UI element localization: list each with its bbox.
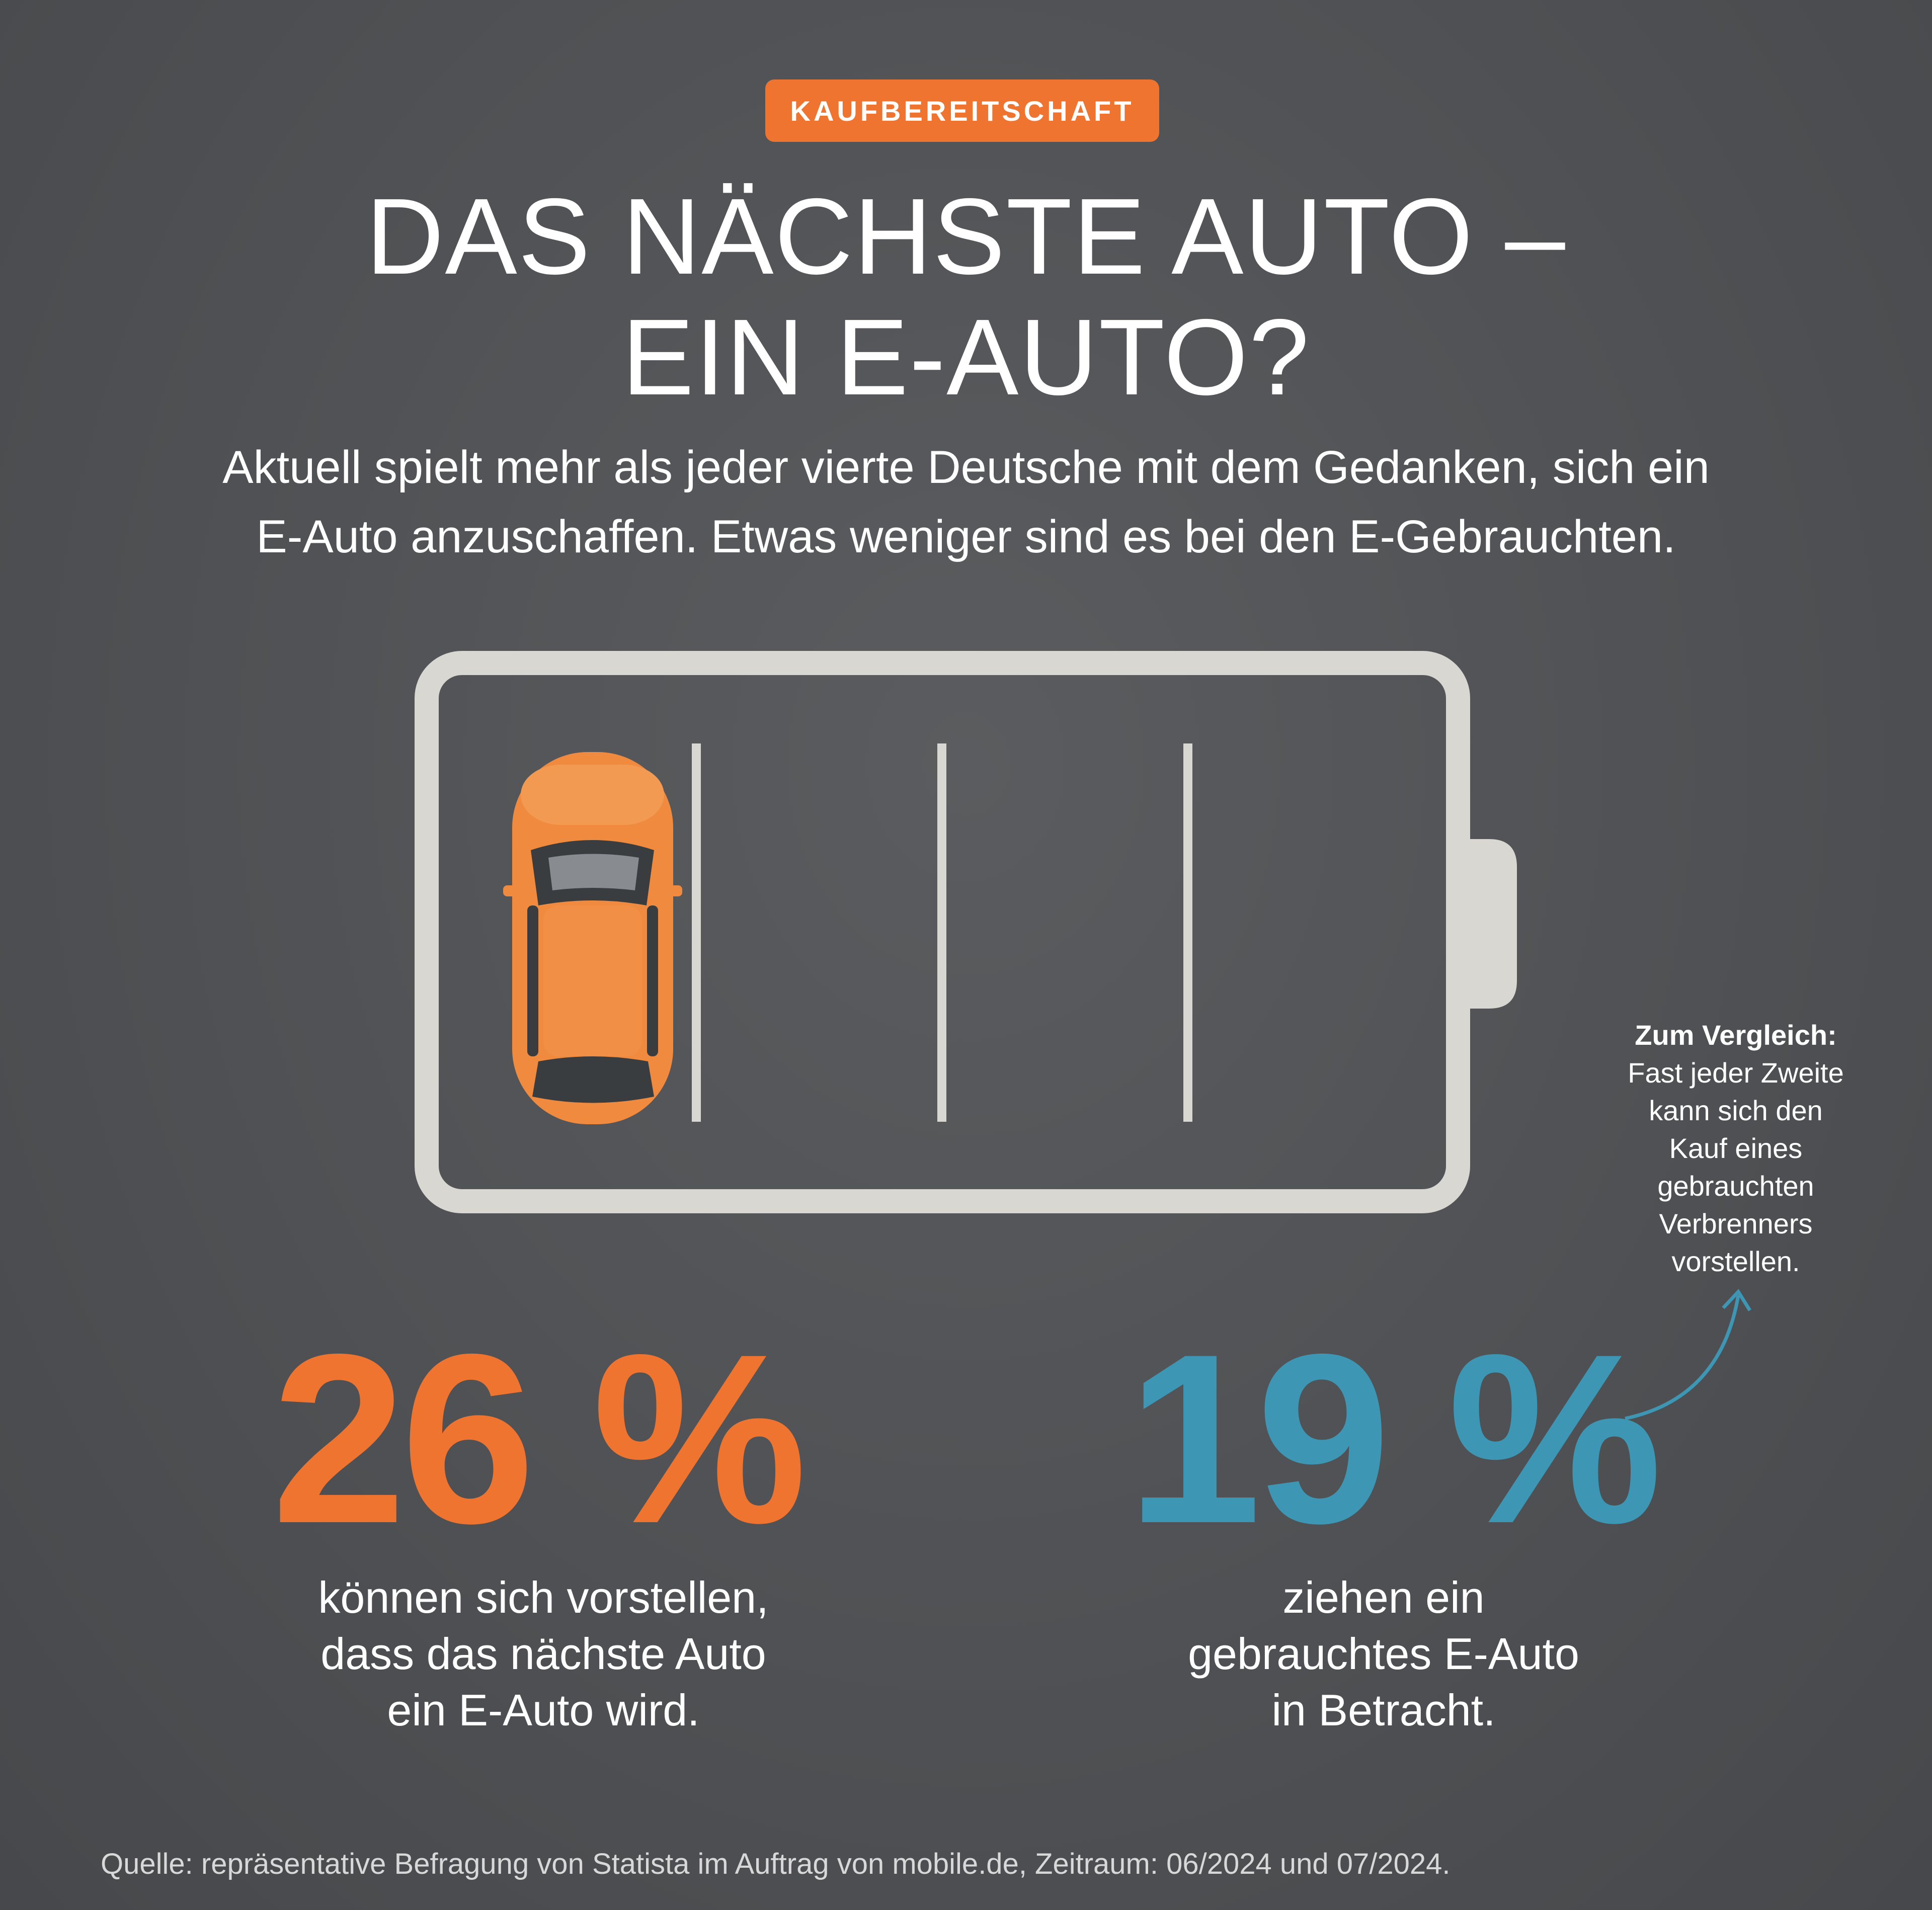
stat-description-line: gebrauchtes E-Auto <box>1188 1629 1579 1679</box>
stat-description-line: dass das nächste Auto <box>320 1629 766 1679</box>
stat-description-line: ein E-Auto wird. <box>387 1685 700 1735</box>
headline-line-1: DAS NÄCHSTE AUTO – <box>366 176 1566 297</box>
stat-description-used-ev: ziehen ein gebrauchtes E-Auto in Betrach… <box>1057 1569 1711 1738</box>
source-footnote: Quelle: repräsentative Befragung von Sta… <box>101 1848 1451 1880</box>
stat-description-line: in Betracht. <box>1271 1685 1496 1735</box>
intro-text-line-2: E-Auto anzuschaffen. Etwas weniger sind … <box>256 511 1676 562</box>
battery-terminal <box>1458 839 1517 1009</box>
stat-value-used-ev: 19 % <box>1127 1303 1662 1573</box>
comparison-note-line: Fast jeder Zweite <box>1628 1057 1844 1089</box>
stat-description-line: können sich vorstellen, <box>318 1572 769 1622</box>
note-arrowhead <box>1722 1289 1751 1311</box>
comparison-note-line: Kauf eines <box>1669 1132 1803 1164</box>
headline-line-2: EIN E-AUTO? <box>621 296 1311 418</box>
category-badge: KAUFBEREITSCHAFT <box>765 79 1159 142</box>
parking-line-3 <box>1183 743 1192 1122</box>
parking-line-2 <box>937 743 946 1122</box>
comparison-note-line: Verbrenners <box>1659 1208 1813 1239</box>
car-top-view <box>503 752 682 1124</box>
intro-text-line-1: Aktuell spielt mehr als jeder vierte Deu… <box>222 442 1710 493</box>
comparison-note-line: gebrauchten <box>1657 1170 1814 1202</box>
parking-line-1 <box>692 743 701 1122</box>
stat-description-new-ev: können sich vorstellen, dass das nächste… <box>216 1569 870 1738</box>
note-arrow <box>1625 1295 1740 1421</box>
comparison-note-line: vorstellen. <box>1671 1245 1800 1277</box>
comparison-note-line: kann sich den <box>1649 1095 1823 1126</box>
comparison-note-heading: Zum Vergleich: <box>1635 1019 1837 1051</box>
comparison-note: Zum Vergleich: Fast jeder Zweite kann si… <box>1580 1016 1892 1280</box>
stat-description-line: ziehen ein <box>1282 1572 1485 1622</box>
stat-value-new-ev: 26 % <box>272 1303 807 1573</box>
